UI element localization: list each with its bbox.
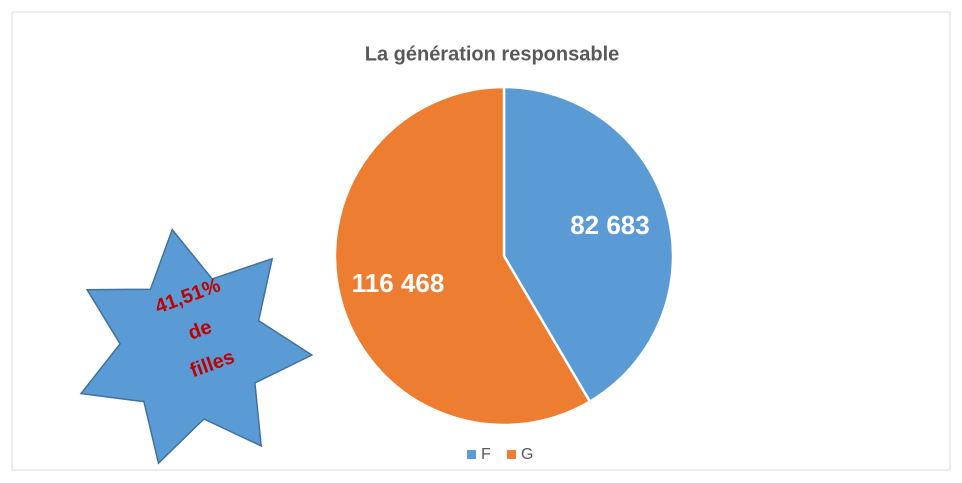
legend-swatch <box>467 450 476 459</box>
legend-label: G <box>521 446 533 463</box>
legend-swatch <box>507 450 516 459</box>
legend-label: F <box>481 446 491 463</box>
data-label: 82 683 <box>570 210 650 240</box>
data-label: 116 468 <box>352 268 445 298</box>
chart-title: La génération responsable <box>365 43 620 65</box>
pie-slice <box>333 85 592 427</box>
pie-slice <box>502 85 675 404</box>
star-shape <box>79 228 314 465</box>
